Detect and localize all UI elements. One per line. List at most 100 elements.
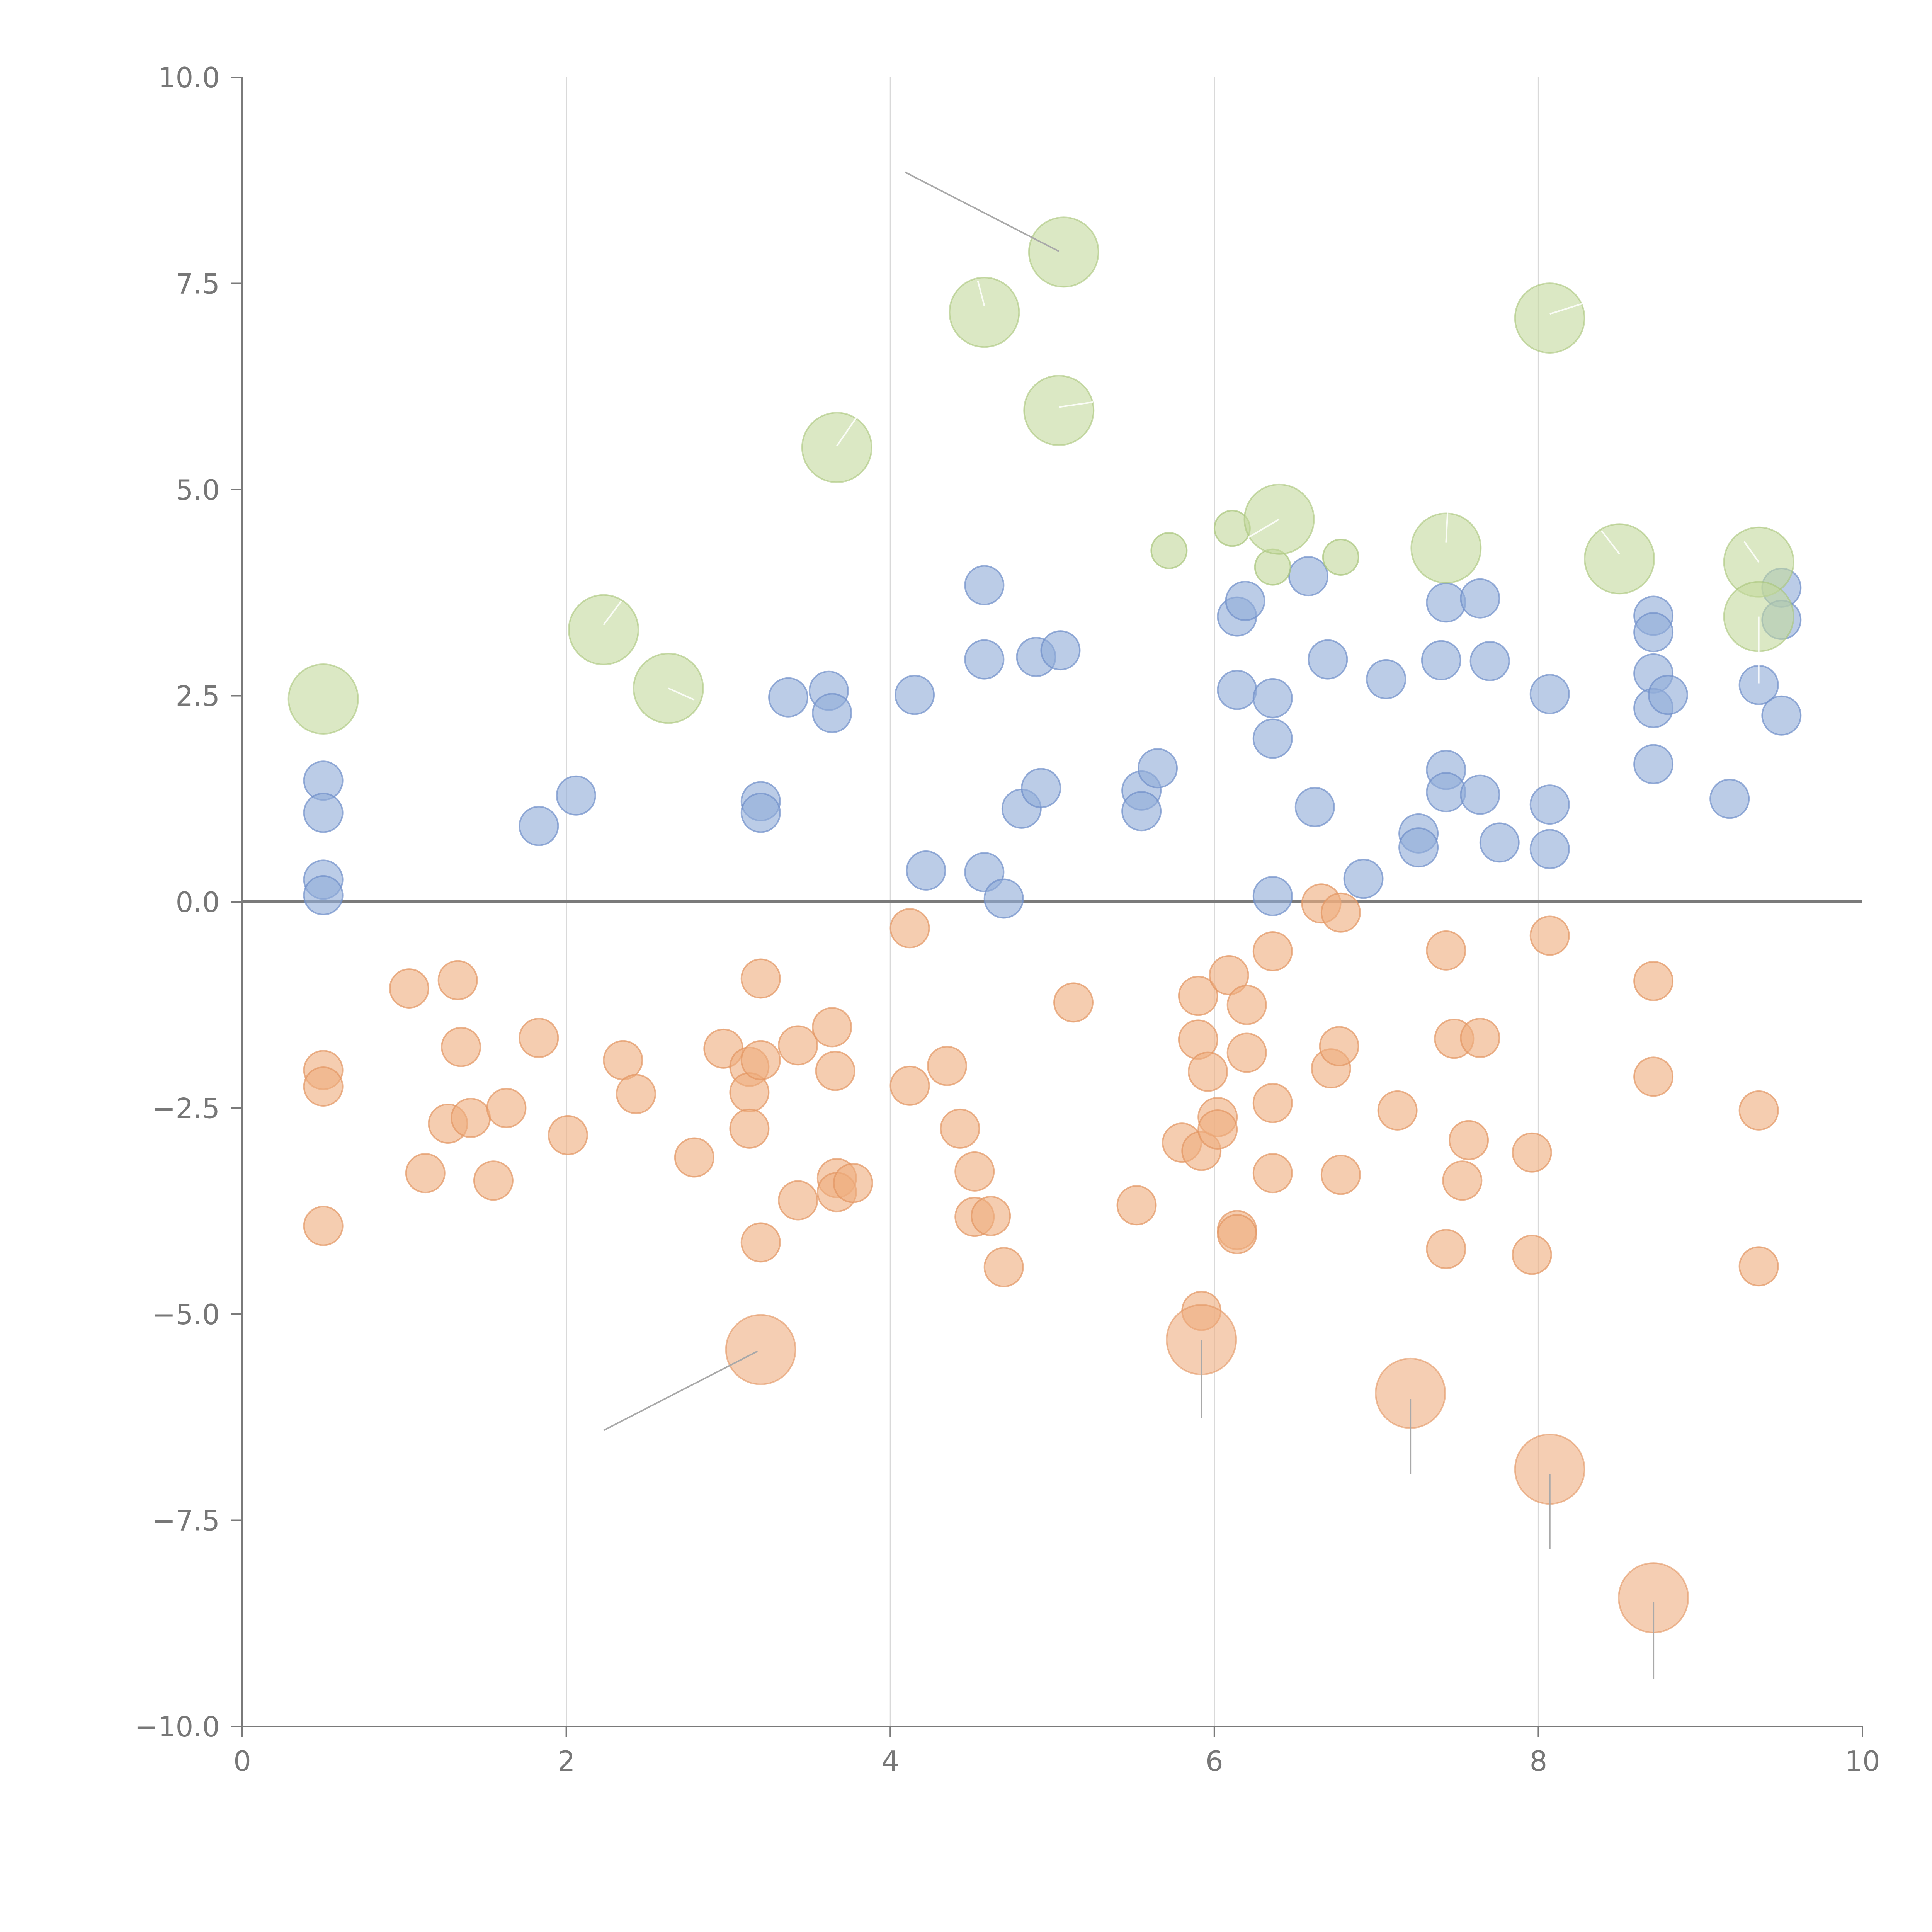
blue-point <box>1225 581 1265 621</box>
orange-point <box>303 1206 344 1246</box>
orange-point <box>1053 982 1094 1023</box>
blue-point <box>1529 784 1570 825</box>
highlighted-bubbles-layer <box>287 216 1794 1634</box>
y-tick-label: 10.0 <box>158 61 220 94</box>
orange-point <box>1209 955 1249 995</box>
inner-pointer-line <box>668 687 695 701</box>
orange-point <box>983 1247 1024 1287</box>
orange-point <box>1226 985 1267 1025</box>
blue-point <box>768 677 809 718</box>
blue-point <box>1469 641 1510 681</box>
orange-point <box>815 1051 855 1091</box>
orange-point <box>303 1066 344 1107</box>
orange-point <box>441 1027 481 1067</box>
orange-point <box>1320 892 1361 933</box>
x-tick-label: 6 <box>1206 1745 1223 1777</box>
green-point <box>1150 532 1188 569</box>
orange-point <box>778 1025 818 1066</box>
green-highlight-bubble <box>1514 282 1585 354</box>
y-tick-label: −5.0 <box>152 1298 220 1331</box>
blue-point <box>1648 675 1688 715</box>
green-highlight-bubble <box>287 663 359 735</box>
y-tick-label: −7.5 <box>152 1505 220 1537</box>
orange-point <box>740 1040 781 1080</box>
orange-point <box>1426 930 1466 971</box>
x-tick-label: 4 <box>881 1745 899 1777</box>
blue-point <box>1121 791 1162 832</box>
orange-point <box>778 1180 818 1221</box>
x-tick-label: 0 <box>233 1745 251 1777</box>
orange-point <box>812 1007 852 1048</box>
blue-point <box>1529 674 1570 714</box>
orange-point <box>1188 1051 1228 1092</box>
blue-point <box>895 675 935 715</box>
orange-point <box>405 1153 446 1194</box>
orange-point <box>437 960 478 1000</box>
inner-pointer-line <box>1743 541 1760 563</box>
orange-point <box>889 908 930 949</box>
y-tick-label: 0.0 <box>175 886 220 918</box>
blue-point <box>303 875 344 915</box>
green-highlight-bubble <box>568 594 639 665</box>
blue-point <box>1021 768 1061 808</box>
orange-point <box>1738 1246 1779 1287</box>
orange-point <box>473 1160 514 1201</box>
blue-point <box>1294 787 1335 827</box>
leader-lines-layer <box>603 171 1760 1679</box>
blue-point <box>303 793 344 833</box>
orange-point <box>603 1040 643 1080</box>
orange-point <box>616 1074 656 1114</box>
inner-pointer-line <box>1445 510 1449 543</box>
green-highlight-bubble <box>1028 216 1099 288</box>
inner-pointer-line <box>1601 530 1620 554</box>
inner-pointer-line <box>1549 302 1584 315</box>
x-tick-label: 2 <box>558 1745 575 1777</box>
blue-point <box>1529 829 1570 869</box>
y-tick-label: 2.5 <box>175 680 220 713</box>
orange-point <box>940 1108 980 1149</box>
points-layer <box>303 510 1802 1331</box>
leader-line <box>905 171 1060 252</box>
orange-point <box>740 1222 781 1263</box>
y-tick-label: −2.5 <box>152 1092 220 1125</box>
blue-point <box>1479 822 1520 863</box>
blue-point <box>1138 748 1178 789</box>
inner-pointer-line <box>1058 401 1093 408</box>
orange-point <box>1252 931 1293 972</box>
orange-point <box>889 1065 930 1106</box>
blue-point <box>1366 659 1406 699</box>
orange-point <box>1512 1132 1552 1173</box>
blue-point <box>1308 639 1348 680</box>
orange-point <box>1449 1120 1489 1160</box>
orange-point <box>1226 1032 1267 1073</box>
orange-point <box>548 1115 588 1155</box>
orange-point <box>954 1151 995 1192</box>
green-highlight-bubble <box>1584 523 1655 595</box>
x-tick-label: 10 <box>1845 1745 1880 1777</box>
blue-point <box>1633 612 1674 653</box>
orange-point <box>1460 1018 1500 1058</box>
orange-point <box>1738 1090 1779 1131</box>
orange-point <box>1252 1153 1293 1194</box>
orange-point <box>389 968 429 1009</box>
green-point <box>1254 548 1291 586</box>
blue-point <box>519 806 559 846</box>
green-highlight-bubble <box>801 412 872 483</box>
orange-point <box>451 1098 491 1138</box>
orange-point <box>1442 1160 1483 1201</box>
orange-point <box>1217 1214 1257 1255</box>
orange-point <box>927 1046 967 1086</box>
blue-point <box>1040 630 1081 671</box>
green-highlight-bubble <box>949 277 1020 348</box>
inner-pointer-line <box>1248 519 1280 538</box>
orange-point <box>674 1137 714 1178</box>
axis-layer: 0 2 4 6 8 10 −10.0 −7.5 −5.0 −2.5 0.0 2.5 5.0 7.5 10.0 <box>134 61 1880 1777</box>
orange-point <box>1116 1185 1157 1226</box>
orange-point <box>1633 961 1674 1001</box>
green-point <box>1322 538 1359 576</box>
orange-point <box>1426 1229 1466 1269</box>
blue-point <box>1633 744 1674 784</box>
blue-point <box>1343 859 1384 899</box>
green-highlight-bubble <box>1023 375 1095 446</box>
